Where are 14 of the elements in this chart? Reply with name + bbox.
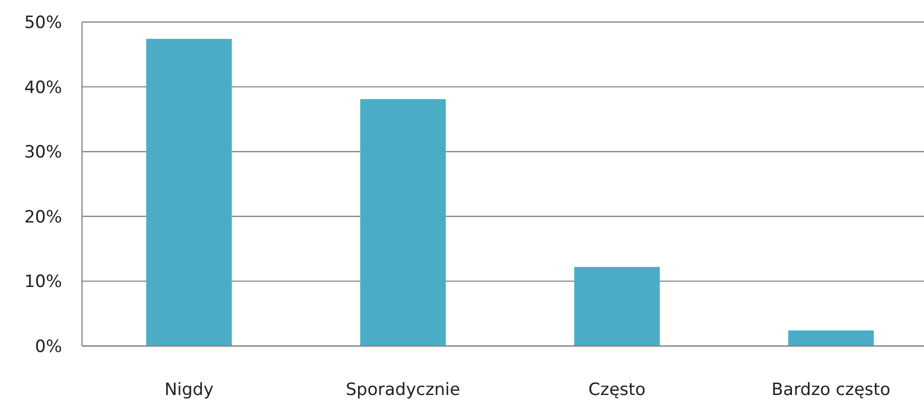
bar [788,330,874,346]
y-tick-label: 50% [24,12,62,33]
bar [360,99,446,346]
bar [574,266,660,346]
y-tick-label: 10% [24,272,62,292]
x-tick-label: Nigdy [164,380,214,400]
bar [146,38,232,346]
x-tick-label: Często [588,380,646,400]
y-tick-label: 20% [24,207,62,228]
x-tick-label: Sporadycznie [346,380,460,400]
y-tick-label: 30% [24,142,62,163]
y-tick-label: 40% [24,78,62,98]
x-tick-label: Bardzo często [772,380,890,400]
y-tick-label: 0% [35,336,62,357]
